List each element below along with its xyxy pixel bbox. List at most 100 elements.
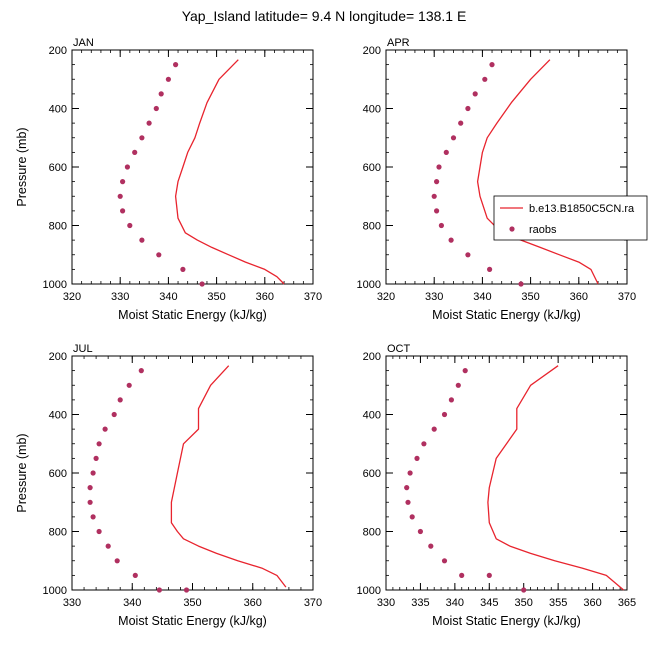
x-tick-label: 340 [123,597,141,609]
legend-marker-swatch [509,226,515,232]
obs-point [404,485,410,491]
y-tick-label: 400 [49,410,67,422]
obs-point [458,120,464,126]
y-axis-label: Pressure (mb) [15,433,29,512]
obs-point [459,572,465,579]
legend-entry-raobs: raobs [529,224,557,236]
obs-point [428,543,434,549]
plot-frame [385,355,628,591]
obs-point [443,149,449,155]
obs-point [138,368,144,374]
panel-title: OCT [387,343,411,355]
obs-point [158,91,164,97]
y-tick-label: 800 [363,527,381,539]
legend-box [493,195,648,241]
x-tick-label: 350 [207,291,225,303]
obs-point [102,426,108,432]
obs-point [173,62,179,68]
y-tick-label: 1000 [43,585,67,597]
y-tick-label: 800 [49,221,67,233]
plot-frame [385,49,628,285]
obs-point [455,382,461,388]
obs-point [414,455,420,461]
panel-title: JUL [73,343,93,355]
x-tick-label: 355 [549,597,567,609]
x-tick-label: 320 [63,291,81,303]
obs-point [438,222,444,229]
series-line-model [174,59,285,285]
obs-point [87,485,93,491]
obs-point [417,528,423,535]
series-line-model [487,365,625,591]
x-tick-label: 370 [304,597,322,609]
obs-point [96,441,102,447]
plot-frame [71,49,314,285]
obs-point [441,411,448,418]
x-tick-label: 340 [159,291,177,303]
y-tick-label: 800 [49,527,67,539]
panel-jan: JAN 320 330 340 350 360 370 200 400 600 800 1000 Moi… [15,37,322,322]
panel-jul: JUL 330 340 350 360 370 200 400 600 800 1000 Moist … [15,343,322,628]
obs-point [434,179,440,185]
x-tick-label: 360 [256,291,274,303]
plot-frame [71,355,314,591]
figure-title: Yap_Island latitude= 9.4 N longitude= 13… [182,8,467,24]
y-tick-label: 400 [363,104,381,116]
obs-point [486,572,492,579]
obs-point [139,135,145,141]
y-tick-label: 600 [49,468,67,480]
obs-point [132,149,138,155]
y-tick-label: 200 [363,45,381,57]
obs-point [111,411,117,418]
y-tick-label: 600 [363,468,381,480]
x-axis-label: Moist Static Energy (kJ/kg) [118,308,267,322]
obs-point [124,164,130,170]
series-line-model [170,365,287,588]
x-tick-label: 360 [570,291,588,303]
x-tick-label: 365 [618,597,636,609]
x-tick-label: 370 [304,291,322,303]
x-tick-label: 330 [425,291,443,303]
obs-point [132,572,138,579]
y-tick-label: 400 [363,410,381,422]
obs-point [117,397,123,403]
x-tick-label: 340 [473,291,491,303]
y-tick-label: 400 [49,104,67,116]
series-line-model [476,59,599,285]
obs-point [127,222,133,229]
obs-point [139,237,145,243]
obs-point [407,470,413,476]
obs-point [472,91,478,97]
x-tick-label: 350 [183,597,201,609]
x-tick-label: 330 [63,597,81,609]
obs-point [405,499,411,505]
obs-point [165,76,171,82]
obs-point [482,76,488,82]
obs-point [521,587,527,593]
obs-point [431,426,437,432]
x-tick-label: 360 [244,597,262,609]
y-tick-label: 800 [363,221,381,233]
y-tick-label: 600 [49,162,67,174]
obs-point [93,455,99,461]
x-tick-label: 335 [411,597,429,609]
legend-entry-model: b.e13.B1850C5CN.ra [529,203,635,215]
obs-point [117,193,123,199]
obs-point [156,587,162,593]
x-tick-label: 320 [377,291,395,303]
obs-point [450,135,457,141]
panel-title: JAN [73,37,94,49]
x-tick-label: 340 [446,597,464,609]
x-tick-label: 360 [583,597,601,609]
x-tick-label: 330 [377,597,395,609]
y-tick-label: 200 [49,351,67,363]
obs-point [87,499,93,505]
obs-point [90,514,96,520]
y-tick-label: 1000 [357,585,381,597]
y-tick-label: 200 [49,45,67,57]
obs-point [441,558,448,564]
obs-point [114,558,120,564]
panel-title: APR [387,37,410,49]
obs-point [183,587,190,593]
